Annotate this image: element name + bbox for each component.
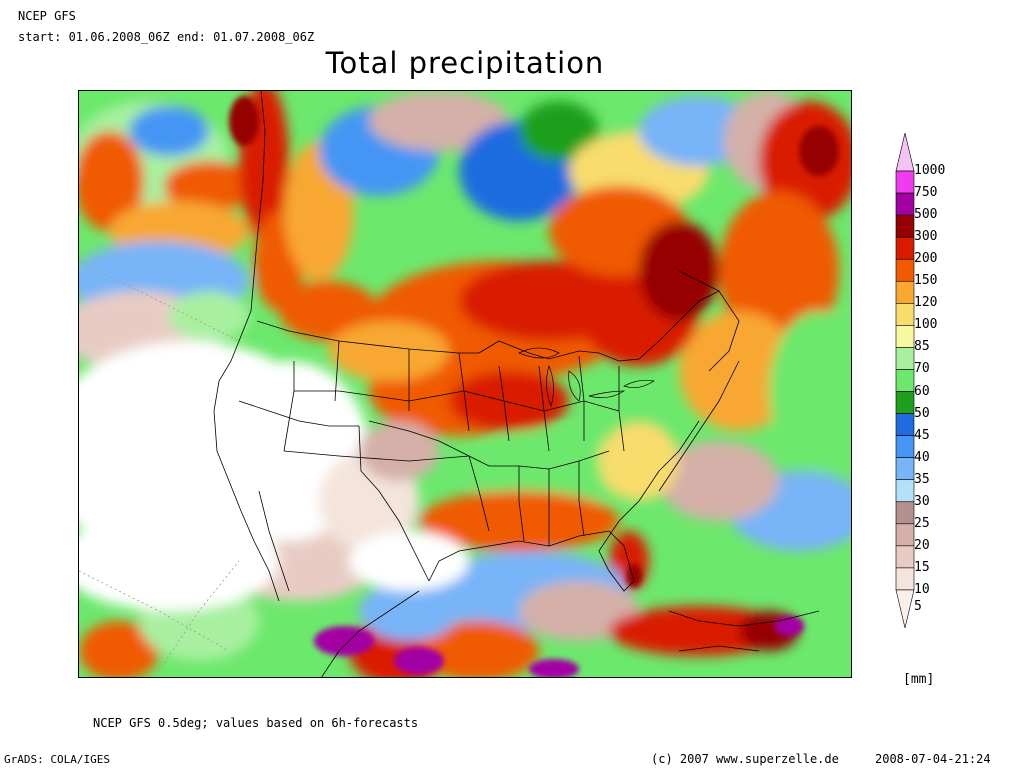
latitude-lines [79, 260, 240, 672]
legend-swatch [895, 589, 915, 628]
legend-label: 500 [914, 207, 938, 223]
legend-swatch [895, 479, 915, 503]
legend-swatch [895, 258, 915, 282]
map-canvas [79, 91, 851, 677]
legend-swatch [895, 325, 915, 348]
legend-swatch [895, 214, 915, 238]
legend-swatch [895, 369, 915, 392]
legend-swatch [895, 236, 915, 260]
software-credit: GrADS: COLA/IGES [4, 753, 110, 766]
legend-swatch [895, 567, 915, 591]
period-label: start: 01.06.2008_06Z end: 01.07.2008_06… [18, 30, 315, 44]
legend-swatch [895, 192, 915, 216]
color-legend [895, 133, 915, 628]
legend-label: 750 [914, 185, 938, 201]
legend-label: 15 [914, 559, 930, 575]
heavy-rain-cores [229, 96, 839, 677]
legend-label: 35 [914, 471, 930, 487]
legend-label: 50 [914, 405, 930, 421]
coastlines-and-borders [213, 91, 820, 677]
copyright: (c) 2007 www.superzelle.de [651, 752, 839, 766]
legend-label: 120 [914, 295, 938, 311]
timestamp: 2008-07-04-21:24 [875, 752, 991, 766]
legend-label: 30 [914, 493, 930, 509]
legend-unit: [mm] [903, 672, 935, 687]
precipitation-field [79, 91, 851, 677]
legend-label: 40 [914, 449, 930, 465]
legend-label: 100 [914, 317, 938, 333]
legend-swatch [895, 391, 915, 414]
map-title: Total precipitation [325, 46, 605, 80]
legend-label: 1000 [914, 163, 946, 179]
legend-swatch [895, 435, 915, 458]
great-lakes-outline [518, 347, 655, 408]
legend-swatch [895, 413, 915, 436]
legend-swatch [895, 501, 915, 525]
legend-label: 45 [914, 427, 930, 443]
legend-label: 10 [914, 581, 930, 597]
legend-swatch [895, 133, 915, 172]
legend-label: 25 [914, 515, 930, 531]
legend-label: 200 [914, 251, 938, 267]
legend-label: 5 [914, 598, 922, 614]
legend-swatch [895, 303, 915, 326]
legend-label: 300 [914, 229, 938, 245]
legend-swatch [895, 523, 915, 547]
model-label: NCEP GFS [18, 9, 76, 23]
legend-label: 20 [914, 537, 930, 553]
legend-swatch [895, 457, 915, 481]
legend-label: 150 [914, 273, 938, 289]
legend-label: 60 [914, 383, 930, 399]
precipitation-map [78, 90, 852, 678]
legend-label: 70 [914, 361, 930, 377]
legend-swatch [895, 545, 915, 569]
legend-swatch [895, 280, 915, 304]
legend-swatch [895, 170, 915, 194]
legend-swatch [895, 347, 915, 370]
legend-label: 85 [914, 339, 930, 355]
footnote: NCEP GFS 0.5deg; values based on 6h-fore… [93, 716, 419, 730]
